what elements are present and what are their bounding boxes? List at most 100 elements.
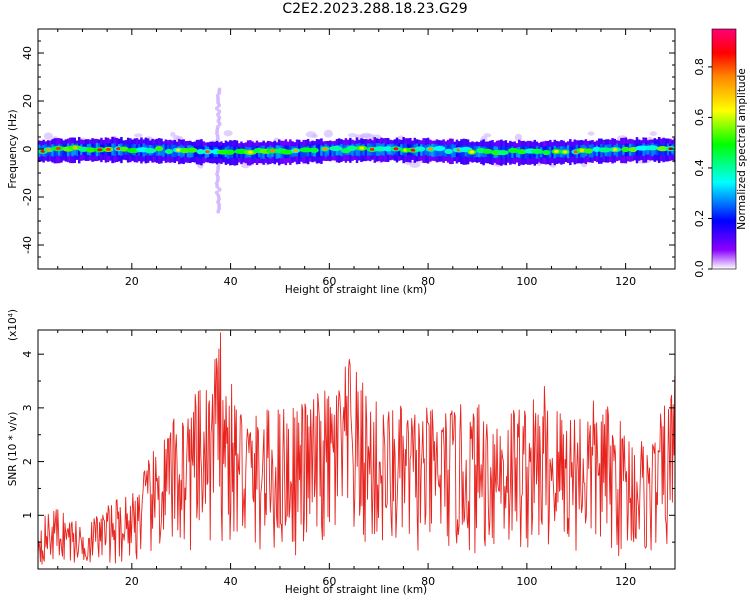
snr-x-tick-label: 100	[516, 575, 537, 588]
colorbar-tick-label: 0.8	[693, 58, 706, 76]
snr-y-tick-label: 1	[21, 512, 34, 519]
spectrogram-blob	[164, 148, 173, 155]
spectrogram-blob	[299, 147, 313, 153]
spectrogram-cell	[649, 131, 657, 137]
spectrogram-peak	[204, 150, 210, 154]
spectrogram-blob	[516, 149, 527, 155]
snr-y-tick-label: 2	[21, 458, 34, 465]
spectrogram-blob	[186, 147, 198, 153]
spectrogram-burst-cell	[215, 137, 220, 142]
snr-scale-label: (x10⁴)	[7, 309, 19, 341]
spectrogram-cell	[329, 145, 332, 156]
spectrogram-cell	[43, 132, 53, 140]
spectrogram-cell	[355, 143, 359, 156]
spectrogram-burst-cell	[216, 100, 221, 105]
colorbar-label: Normalized spectral amplitude	[736, 68, 748, 229]
spectrogram-peak	[393, 147, 399, 151]
spectrogram-peak	[612, 148, 618, 152]
spectrogram-blob	[542, 149, 551, 156]
spectrogram-peak	[428, 147, 434, 151]
spectrogram-x-label: Height of straight line (km)	[285, 284, 427, 296]
spectrogram-peak	[469, 150, 475, 154]
spectrogram-ticks: 20 40 60 80 100 120 -40 -20 0 20 40	[21, 28, 676, 288]
spectrogram-peak	[116, 147, 122, 151]
spectrogram-blob	[329, 145, 343, 152]
spectrogram-burst-cell	[217, 187, 222, 192]
spectrogram-blob	[383, 146, 393, 152]
spectrogram-cell	[133, 133, 143, 138]
spectrogram-blob	[598, 147, 611, 153]
snr-panel: 20 40 60 80 100 120 1 2 3 4 Height of straight li…	[7, 309, 676, 596]
spectrogram-blob	[346, 145, 358, 151]
spectrogram-peak	[46, 148, 52, 152]
spectrogram-burst-cell	[214, 190, 219, 195]
spectrogram-blob	[531, 148, 544, 155]
spectrogram-cell	[323, 129, 334, 138]
spectrogram-peak	[55, 146, 61, 150]
spectrogram-burst-cell	[217, 206, 222, 211]
spectrogram-blob	[154, 146, 164, 152]
spectrogram-blob	[85, 147, 96, 153]
spectrogram-blob	[119, 146, 129, 152]
spectrogram-burst-cell	[214, 106, 219, 111]
spectrogram-y-tick-label: -40	[21, 236, 34, 254]
spectrogram-cell	[442, 145, 445, 156]
spectrogram-burst-cell	[217, 87, 222, 92]
colorbar-tick-label: 0.0	[693, 260, 706, 278]
spectrogram-x-tick-label: 80	[421, 275, 435, 288]
spectrogram-peak	[97, 148, 103, 152]
spectrogram-x-tick-label: 20	[125, 275, 139, 288]
spectrogram-marks	[38, 87, 675, 214]
colorbar-tick-label: 0.2	[693, 210, 706, 228]
spectrogram-peak	[562, 150, 568, 154]
colorbar-tick-label: 0.6	[693, 109, 706, 127]
spectrogram-cell	[514, 133, 523, 142]
colorbar-frame	[711, 28, 737, 270]
spectrogram-blob	[496, 149, 509, 156]
spectrogram-burst-cell	[214, 131, 219, 136]
spectrogram-peak	[369, 147, 375, 151]
spectrogram-peak	[270, 149, 276, 153]
spectrogram-cell	[317, 144, 321, 158]
spectrogram-cell	[620, 144, 623, 156]
snr-ticks: 20 40 60 80 100 120 1 2 3 4	[21, 330, 676, 588]
snr-series-line	[38, 332, 675, 565]
snr-y-tick-label: 4	[21, 351, 34, 358]
spectrogram-blob	[225, 149, 235, 155]
spectrogram-peak	[553, 149, 559, 153]
chart-title: C2E2.2023.288.18.23.G29	[282, 1, 468, 17]
spectrogram-cell	[320, 145, 323, 156]
spectrogram-blob	[635, 145, 650, 151]
snr-frame	[37, 329, 676, 570]
spectrogram-cell	[515, 147, 519, 158]
spectrogram-cell	[223, 130, 233, 137]
spectrogram-blob	[656, 146, 669, 152]
spectrogram-peak	[72, 146, 78, 150]
spectrogram-y-tick-label: 20	[21, 94, 34, 108]
spectrogram-x-tick-label: 120	[615, 275, 636, 288]
spectrogram-peak	[176, 148, 182, 152]
spectrogram-blob	[144, 148, 157, 154]
colorbar-tick-label: 0.4	[693, 159, 706, 177]
spectrogram-blob	[507, 147, 519, 154]
spectrogram-burst-cell	[215, 178, 220, 183]
spectrogram-peak	[579, 148, 585, 152]
spectrogram-peak	[359, 146, 365, 150]
spectrogram-cell	[587, 131, 595, 136]
snr-y-tick-label: 3	[21, 404, 34, 411]
snr-x-tick-label: 20	[125, 575, 139, 588]
spectrogram-blob	[482, 148, 493, 154]
spectrogram-x-tick-label: 40	[224, 275, 238, 288]
spectrogram-cell	[347, 133, 358, 138]
spectrogram-y-label: Frequency (Hz)	[7, 109, 19, 188]
spectrogram-cell	[424, 145, 428, 156]
spectrogram-panel: 20 40 60 80 100 120 -40 -20 0 20 40 Height of stra…	[7, 28, 676, 296]
spectrogram-x-tick-label: 60	[322, 275, 336, 288]
spectrogram-cell	[170, 131, 176, 137]
spectrogram-blob	[584, 148, 593, 154]
spectrogram-blob	[621, 146, 630, 152]
snr-x-tick-label: 60	[322, 575, 336, 588]
spectrogram-blob	[414, 146, 426, 152]
spectrogram-blob	[433, 145, 446, 152]
